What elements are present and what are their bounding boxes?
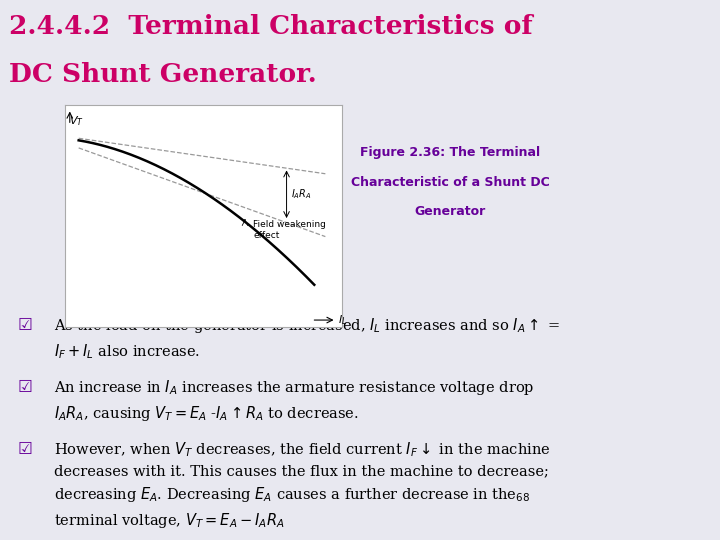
- Text: $I_AR_A$: $I_AR_A$: [291, 187, 312, 201]
- Text: Figure 2.36: The Terminal: Figure 2.36: The Terminal: [360, 146, 540, 159]
- Text: ☑: ☑: [18, 440, 33, 458]
- Text: Generator: Generator: [415, 205, 485, 218]
- Text: DC Shunt Generator.: DC Shunt Generator.: [9, 62, 317, 87]
- Text: ☑: ☑: [18, 316, 33, 334]
- Text: Characteristic of a Shunt DC: Characteristic of a Shunt DC: [351, 176, 549, 188]
- Text: Field weakening
effect: Field weakening effect: [253, 220, 326, 240]
- Text: ☑: ☑: [18, 378, 33, 396]
- Text: 2.4.4.2  Terminal Characteristics of: 2.4.4.2 Terminal Characteristics of: [9, 14, 533, 38]
- Text: As the load on the generator is increased, $I_L$ increases and so $I_A\uparrow$ : As the load on the generator is increase…: [54, 316, 559, 361]
- Text: $V_T$: $V_T$: [69, 114, 84, 128]
- Text: However, when $V_T$ decreases, the field current $I_F\downarrow$ in the machine
: However, when $V_T$ decreases, the field…: [54, 440, 551, 530]
- Text: An increase in $I_A$ increases the armature resistance voltage drop
$I_AR_A$, ca: An increase in $I_A$ increases the armat…: [54, 378, 534, 423]
- Text: $I_L$: $I_L$: [338, 313, 347, 327]
